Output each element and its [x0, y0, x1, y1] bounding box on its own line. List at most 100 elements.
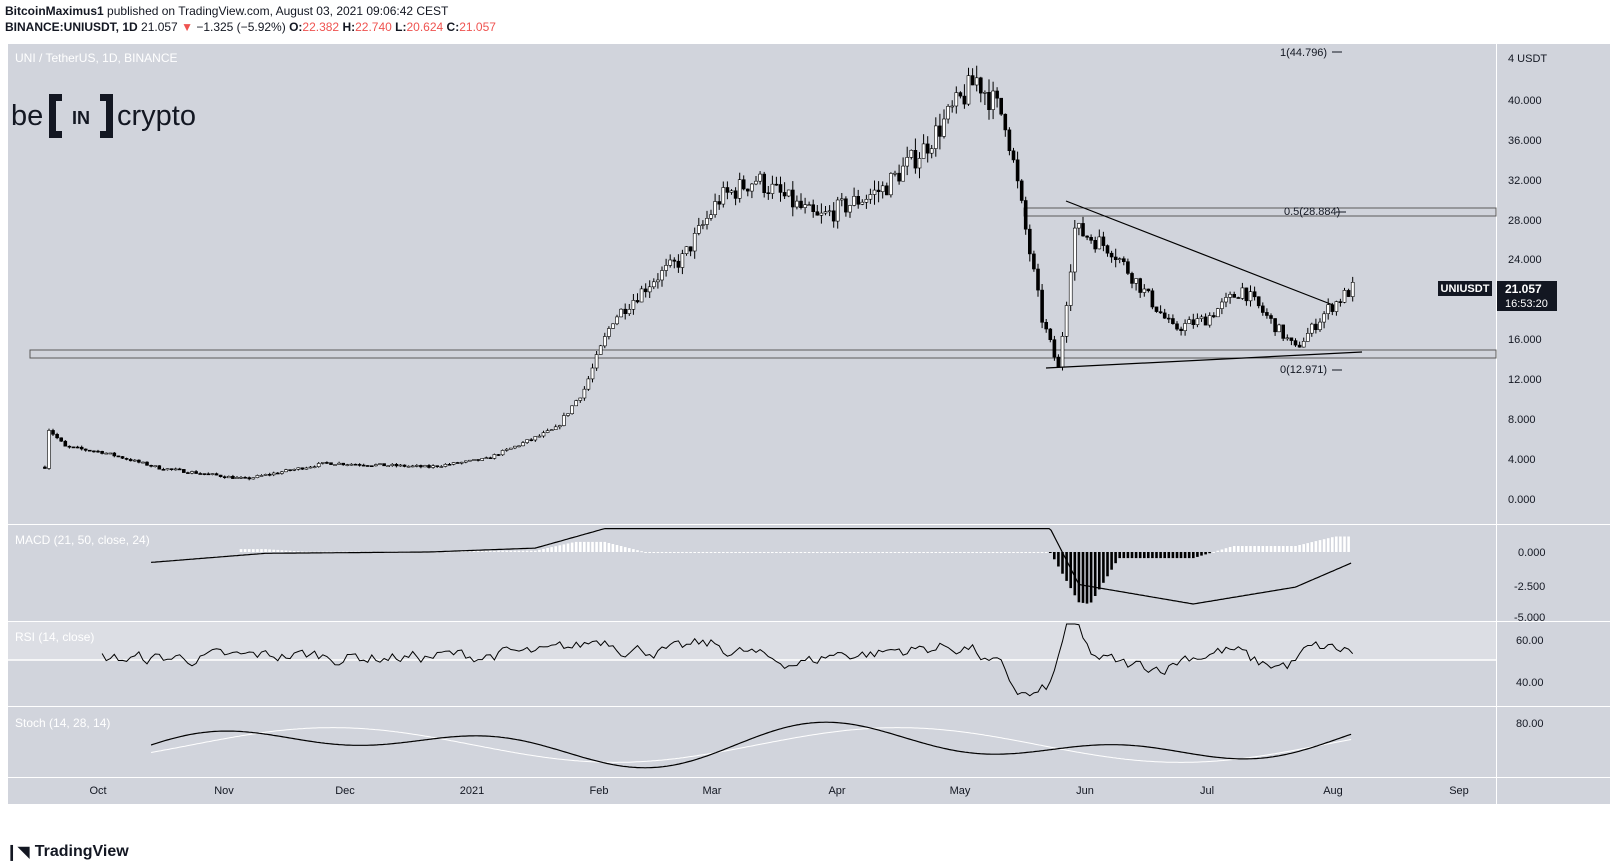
macd-histogram-bar: [521, 550, 525, 552]
macd-histogram-bar: [595, 541, 598, 552]
macd-histogram-bar: [534, 550, 537, 552]
candle-body: [43, 466, 47, 469]
candle-body: [1122, 258, 1126, 262]
y-tick-28: 28.000: [1508, 215, 1542, 227]
macd-histogram-bar: [779, 552, 782, 553]
candle-body: [116, 455, 121, 458]
candle-body: [251, 477, 256, 480]
candle-body: [639, 288, 644, 303]
candle-body: [1134, 278, 1138, 284]
candle-body: [541, 432, 546, 437]
stoch-pane[interactable]: [8, 707, 1496, 777]
macd-histogram-bar: [1036, 552, 1040, 553]
candle-body: [1179, 328, 1183, 332]
macd-histogram-bar: [836, 552, 839, 553]
candle-body: [987, 91, 991, 110]
macd-histogram-bar: [873, 552, 876, 553]
chart-area[interactable]: 1(44.796) 0.5(28.884) 0(12.971) UNI / Te…: [8, 44, 1610, 834]
descending-resistance-line[interactable]: [1065, 200, 1334, 306]
candle-body: [1232, 294, 1236, 298]
price-axis[interactable]: [1497, 44, 1610, 804]
candle-body: [962, 95, 967, 105]
candle-body: [521, 442, 525, 447]
candle-body: [1162, 312, 1167, 319]
macd-histogram-bar: [1200, 552, 1203, 556]
candle-body: [488, 457, 493, 460]
macd-histogram-bar: [1171, 552, 1175, 559]
candle-body: [717, 201, 722, 205]
candle-body: [427, 465, 431, 468]
macd-histogram-bar: [644, 552, 647, 553]
x-tick-mar: Mar: [703, 785, 722, 797]
candle-body: [974, 77, 979, 86]
macd-histogram-bar: [497, 550, 500, 552]
macd-histogram-bar: [485, 550, 488, 552]
macd-histogram-bar: [1098, 552, 1101, 590]
candle-body: [721, 187, 726, 205]
candle-body: [423, 465, 427, 468]
candle-body: [1003, 113, 1008, 131]
candle-body: [1318, 321, 1322, 331]
ascending-support-line[interactable]: [1045, 351, 1363, 369]
stoch-tick-80: 80.00: [1516, 718, 1544, 730]
macd-histogram-bar: [1204, 552, 1207, 555]
macd-histogram-bar: [713, 552, 717, 553]
candle-body: [1081, 223, 1085, 237]
price-pane[interactable]: [8, 44, 1496, 524]
becrypto-logo: be IN crypto: [11, 94, 196, 138]
candle-body: [807, 204, 811, 206]
macd-tick-0: 0.000: [1518, 547, 1546, 559]
candle-body: [414, 465, 419, 467]
candle-body: [1142, 288, 1147, 293]
macd-histogram-bar: [550, 547, 553, 552]
candle-body: [627, 308, 632, 314]
symbol-line: BINANCE:UNIUSDT, 1D: [5, 20, 138, 34]
candle-body: [1073, 227, 1077, 273]
macd-histogram-bar: [1016, 552, 1019, 553]
candle-body: [660, 270, 664, 281]
candle-body: [819, 212, 824, 216]
candle-body: [651, 281, 656, 288]
candle-body: [1032, 253, 1036, 270]
macd-histogram-bar: [1151, 552, 1154, 559]
y-tick-12: 12.000: [1508, 374, 1542, 386]
candle-body: [782, 192, 787, 197]
macd-histogram-bar: [746, 552, 750, 553]
candle-body: [684, 246, 689, 254]
candle-body: [1289, 337, 1294, 341]
candle-body: [803, 204, 807, 208]
price-change: −1.325 (−5.92%): [196, 20, 286, 34]
candle-body: [194, 471, 198, 474]
macd-histogram-bar: [247, 549, 251, 552]
macd-histogram-bar: [926, 552, 929, 553]
macd-histogram-bar: [656, 552, 660, 553]
publish-line: BitcoinMaximus1 published on TradingView…: [5, 3, 496, 19]
symbol-tag: [1438, 281, 1492, 296]
support-zone[interactable]: [29, 349, 1497, 359]
macd-histogram-bar: [562, 544, 566, 552]
candle-body: [247, 477, 251, 480]
macd-histogram-bar: [734, 552, 737, 553]
macd-histogram-bar: [828, 552, 831, 553]
macd-tick-neg5: -5.000: [1514, 612, 1545, 624]
publisher-name[interactable]: BitcoinMaximus1: [5, 4, 104, 18]
tradingview-footer[interactable]: ❙◥ TradingView: [5, 842, 129, 862]
candle-body: [876, 189, 881, 193]
macd-histogram-bar: [1175, 552, 1179, 559]
candle-body: [222, 476, 227, 479]
candle-body: [1261, 305, 1265, 313]
macd-histogram-bar: [697, 552, 701, 553]
candle-body: [296, 467, 301, 470]
macd-histogram-bar: [999, 552, 1003, 553]
last-price-tag[interactable]: UNIUSDT 21.057 16:53:20: [1438, 281, 1557, 311]
candle-body: [1203, 316, 1208, 326]
macd-pane[interactable]: [8, 525, 1496, 621]
candle-body: [275, 472, 280, 475]
time-axis[interactable]: [8, 778, 1496, 804]
candle-body: [1023, 200, 1028, 230]
candle-body: [508, 447, 513, 450]
chart-svg[interactable]: 1(44.796) 0.5(28.884) 0(12.971) UNI / Te…: [8, 44, 1610, 834]
macd-histogram-bar: [583, 541, 586, 552]
macd-histogram-bar: [284, 550, 288, 552]
macd-histogram-bar: [579, 541, 582, 552]
